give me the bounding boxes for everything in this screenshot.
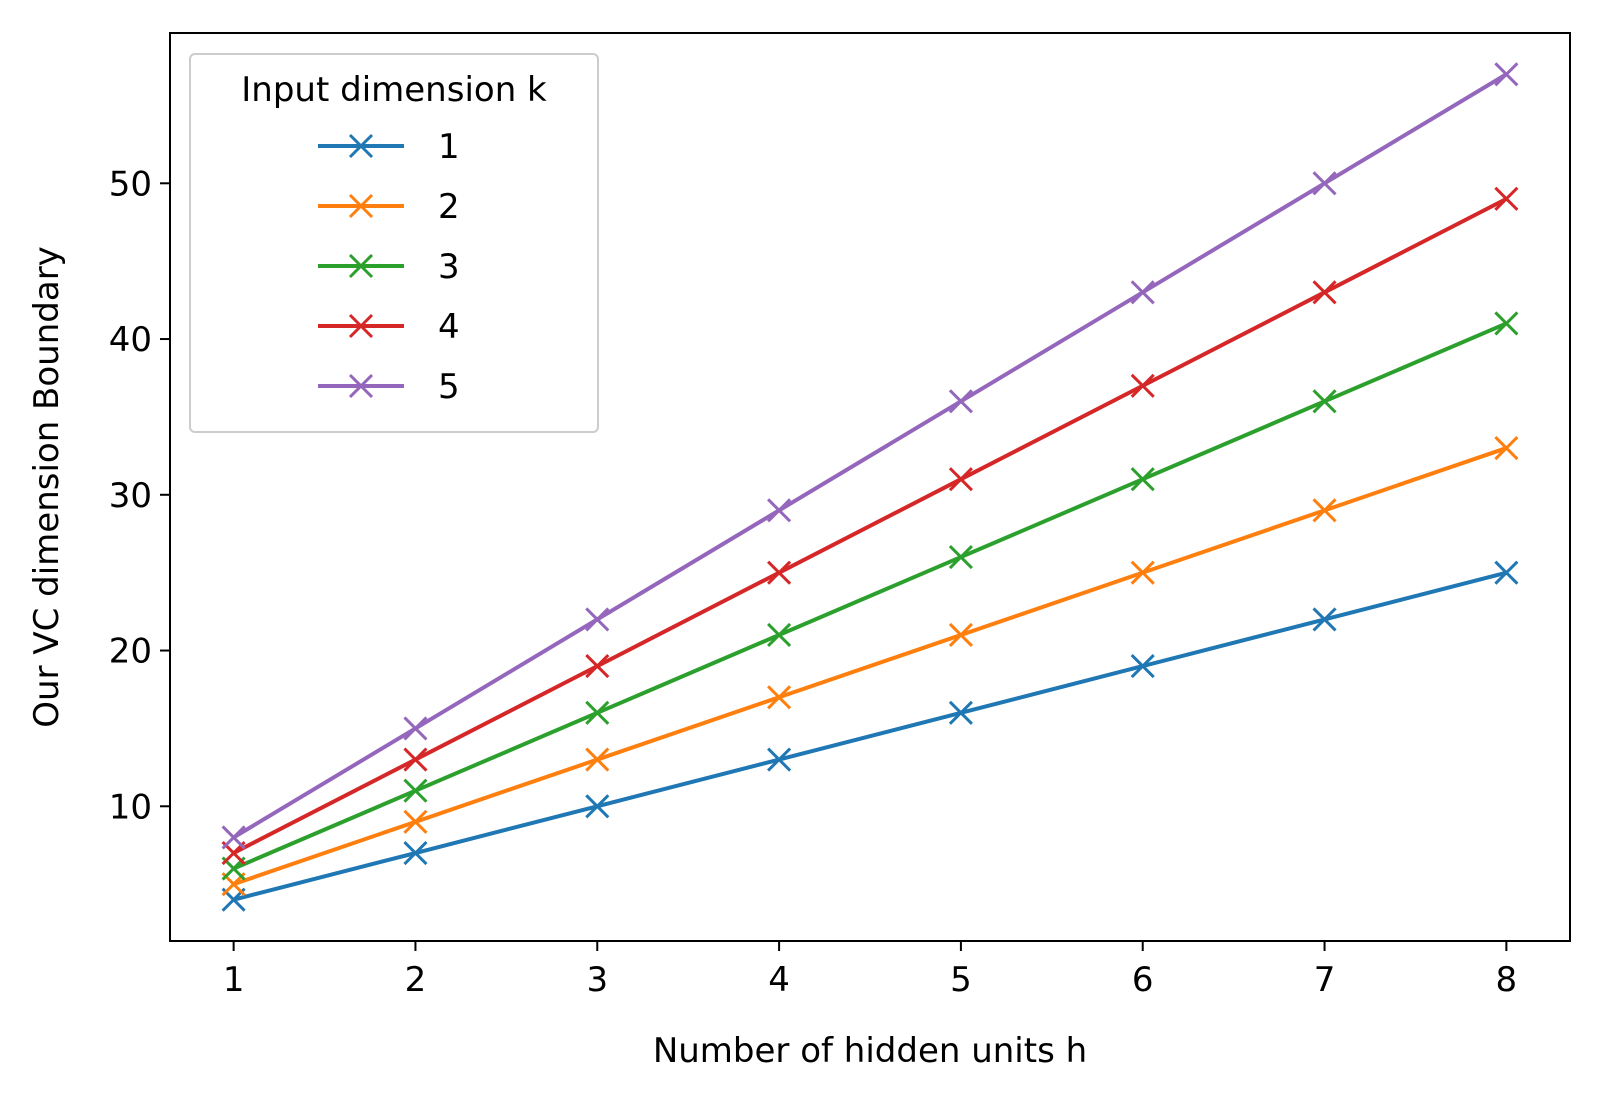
data-point (767, 747, 792, 772)
data-point (403, 716, 428, 741)
data-point (1130, 467, 1155, 492)
data-point (585, 700, 610, 725)
data-point (1312, 389, 1337, 414)
data-point (948, 622, 973, 648)
y-tick-label: 10 (109, 787, 152, 827)
series-4 (221, 186, 1519, 866)
data-point (767, 685, 792, 710)
data-point (585, 794, 610, 819)
data-point (403, 809, 428, 834)
x-tick-label: 5 (950, 960, 972, 1000)
legend-entries: 1 2 3 4 5 (318, 127, 460, 407)
data-point (1312, 607, 1337, 632)
legend-marker (348, 313, 374, 339)
legend: Input dimension k 1 2 3 4 5 (189, 53, 599, 433)
series-line (231, 72, 1509, 840)
series-line (231, 570, 1509, 902)
data-point (403, 840, 428, 866)
series-5 (221, 62, 1519, 850)
legend-label: 3 (438, 247, 460, 287)
legend-label: 2 (438, 187, 460, 227)
y-tick-label: 30 (109, 476, 152, 516)
legend-entry: 4 (318, 307, 460, 347)
legend-label: 5 (438, 367, 460, 407)
series-1 (221, 560, 1519, 912)
x-axis-label: Number of hidden units h (653, 1031, 1087, 1071)
x-tick-label: 4 (768, 960, 790, 1000)
series-layer (221, 62, 1519, 912)
data-point (767, 498, 792, 523)
y-axis: 10 20 30 40 50 (109, 164, 170, 827)
series-2 (221, 436, 1519, 897)
y-tick-label: 50 (109, 164, 152, 204)
data-point (1130, 280, 1155, 305)
data-point (1312, 498, 1337, 523)
data-point (1130, 654, 1155, 679)
legend-entry: 5 (318, 367, 460, 407)
legend-entry: 3 (318, 247, 460, 287)
data-point (1494, 311, 1519, 336)
x-tick-label: 1 (223, 960, 245, 1000)
x-axis: 1 2 3 4 5 6 7 8 (223, 941, 1517, 1000)
data-point (948, 545, 973, 570)
series-line (231, 321, 1509, 871)
y-tick-label: 20 (109, 632, 152, 672)
legend-label: 1 (438, 127, 460, 167)
x-tick-label: 7 (1314, 960, 1336, 1000)
data-point (1494, 62, 1519, 87)
data-point (1494, 560, 1519, 585)
legend-label: 4 (438, 307, 460, 347)
data-point (403, 778, 428, 803)
data-point (585, 607, 610, 632)
legend-marker (348, 253, 374, 279)
x-tick-label: 8 (1496, 960, 1518, 1000)
x-tick-label: 6 (1132, 960, 1154, 1000)
data-point (1130, 373, 1155, 398)
data-point (767, 622, 792, 648)
series-line (231, 446, 1509, 887)
legend-marker (348, 373, 374, 399)
data-point (585, 747, 610, 772)
data-point (221, 825, 246, 850)
data-point (948, 700, 973, 725)
data-point (1312, 171, 1337, 196)
legend-marker (348, 193, 374, 219)
series-line (231, 196, 1509, 856)
data-point (1312, 280, 1337, 305)
data-point (1494, 436, 1519, 461)
x-tick-label: 2 (405, 960, 427, 1000)
data-point (767, 560, 792, 585)
data-point (1130, 560, 1155, 585)
data-point (585, 654, 610, 679)
data-point (1494, 186, 1519, 211)
data-point (948, 467, 973, 492)
y-tick-label: 40 (109, 320, 152, 360)
legend-entry: 2 (318, 187, 460, 227)
y-axis-label: Our VC dimension Boundary (27, 246, 67, 728)
legend-title: Input dimension k (241, 70, 547, 110)
legend-box (189, 53, 599, 433)
x-tick-label: 3 (586, 960, 608, 1000)
data-point (948, 389, 973, 414)
legend-marker (348, 133, 374, 159)
data-point (403, 747, 428, 772)
legend-entry: 1 (318, 127, 460, 167)
